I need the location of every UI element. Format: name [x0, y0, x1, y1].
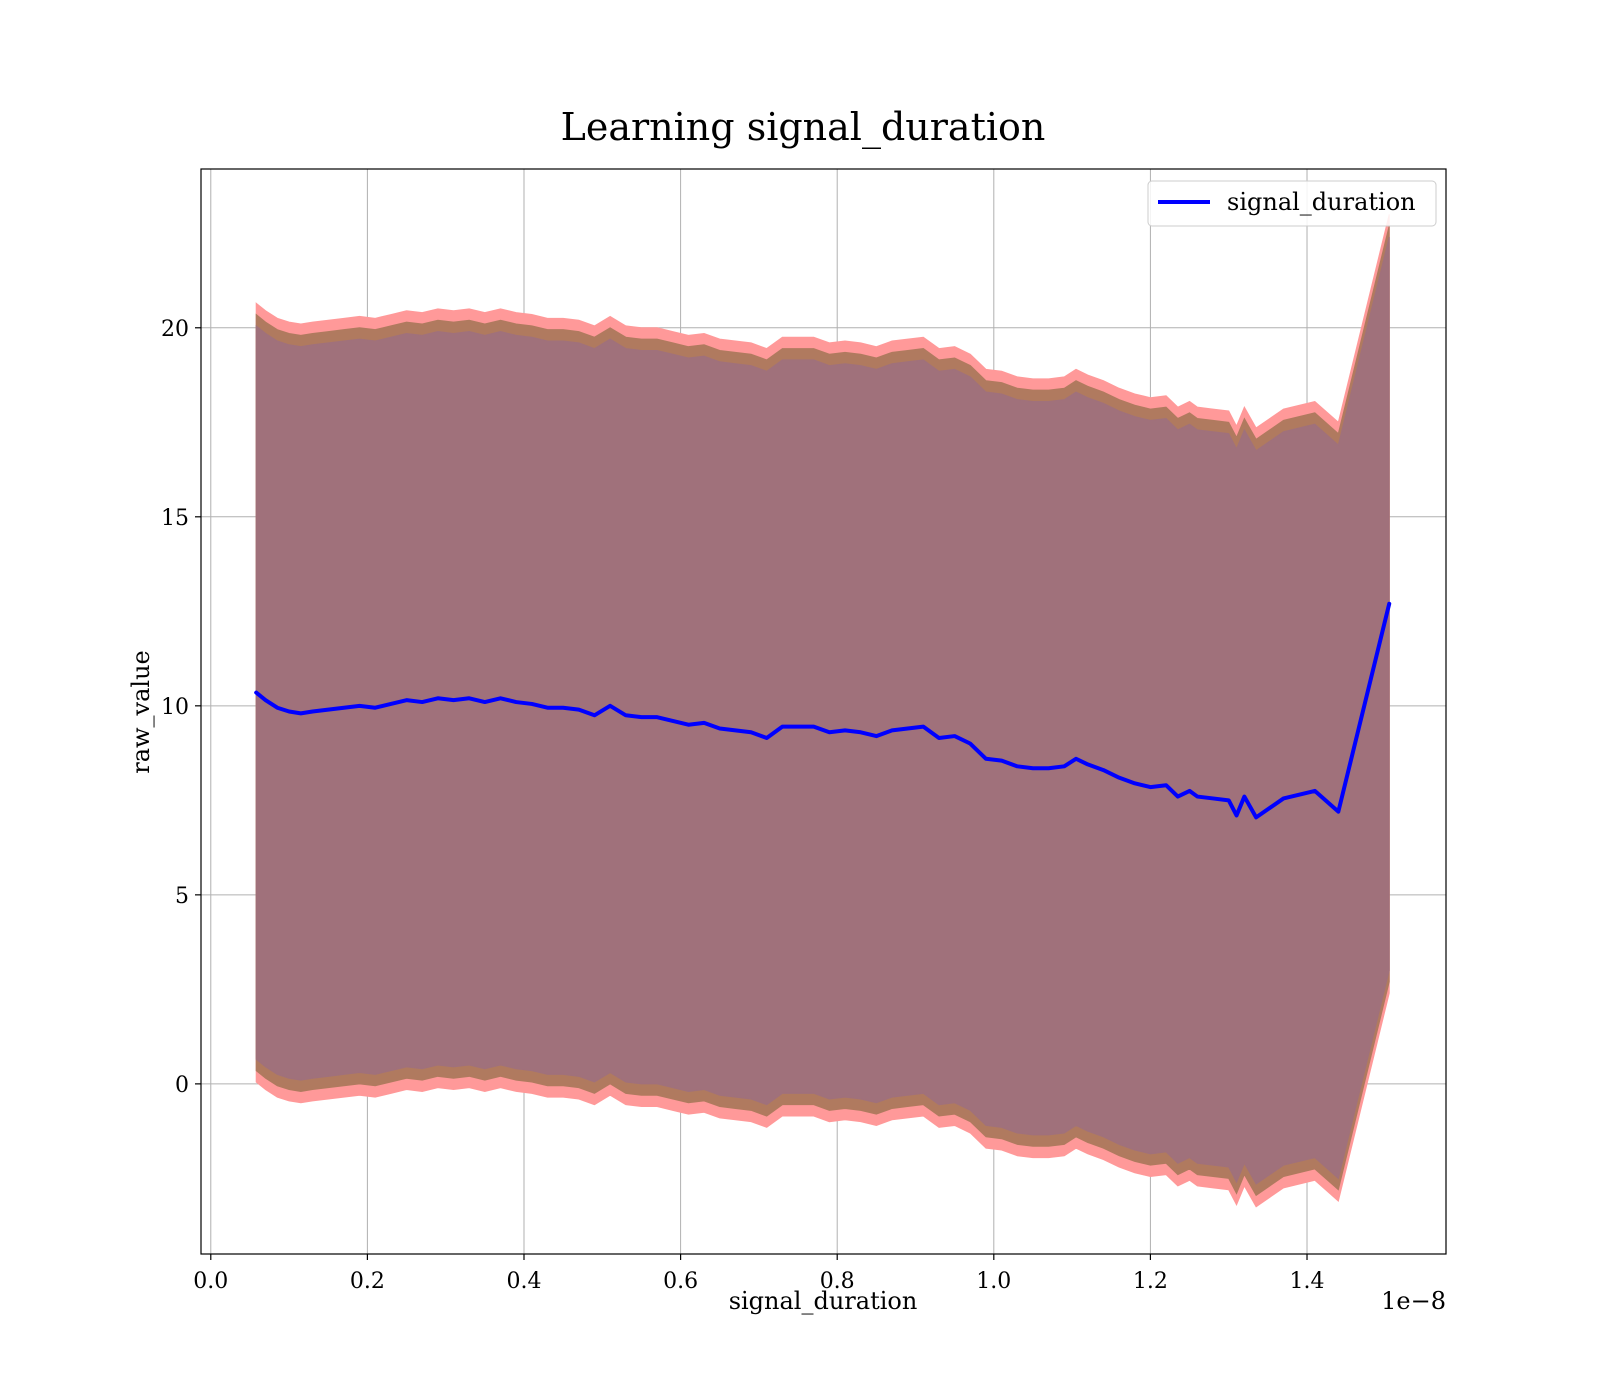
legend-entry-signal-duration: signal_duration [1227, 188, 1416, 216]
x-axis-offset-text: 1e−8 [1381, 1287, 1446, 1315]
legend: signal_duration [1147, 180, 1437, 227]
chart-title: Learning signal_duration [561, 105, 1046, 150]
x-tick-label-5: 1.0 [976, 1269, 1011, 1294]
y-tick-label-3: 15 [161, 506, 189, 531]
series-lines [254, 601, 1392, 820]
y-tick-label-4: 20 [161, 317, 189, 342]
x-tick-label-6: 1.2 [1133, 1269, 1168, 1294]
y-tick-label-2: 10 [161, 695, 189, 720]
series-line-signal-duration [254, 601, 1392, 820]
x-tick-label-4: 0.8 [820, 1269, 855, 1294]
plot-frame [200, 168, 1447, 1255]
x-tick-label-0: 0.0 [193, 1269, 228, 1294]
x-tick-label-7: 1.4 [1290, 1269, 1325, 1294]
x-axis-ticks: 0.0 0.2 0.4 0.6 0.8 1.0 1.2 1.4 [193, 1254, 1325, 1294]
x-tick-label-1: 0.2 [350, 1269, 385, 1294]
y-axis-ticks: 0 5 10 15 20 [161, 317, 201, 1098]
y-tick-label-0: 0 [175, 1073, 189, 1098]
y-axis-label: raw_value [127, 650, 155, 774]
confidence-bands [255, 214, 1390, 1208]
y-tick-label-1: 5 [175, 884, 189, 909]
x-axis-label: signal_duration [729, 1287, 918, 1315]
x-tick-label-2: 0.4 [506, 1269, 541, 1294]
band-inner [255, 236, 1390, 1185]
x-tick-label-3: 0.6 [663, 1269, 698, 1294]
legend-box [1147, 180, 1437, 227]
